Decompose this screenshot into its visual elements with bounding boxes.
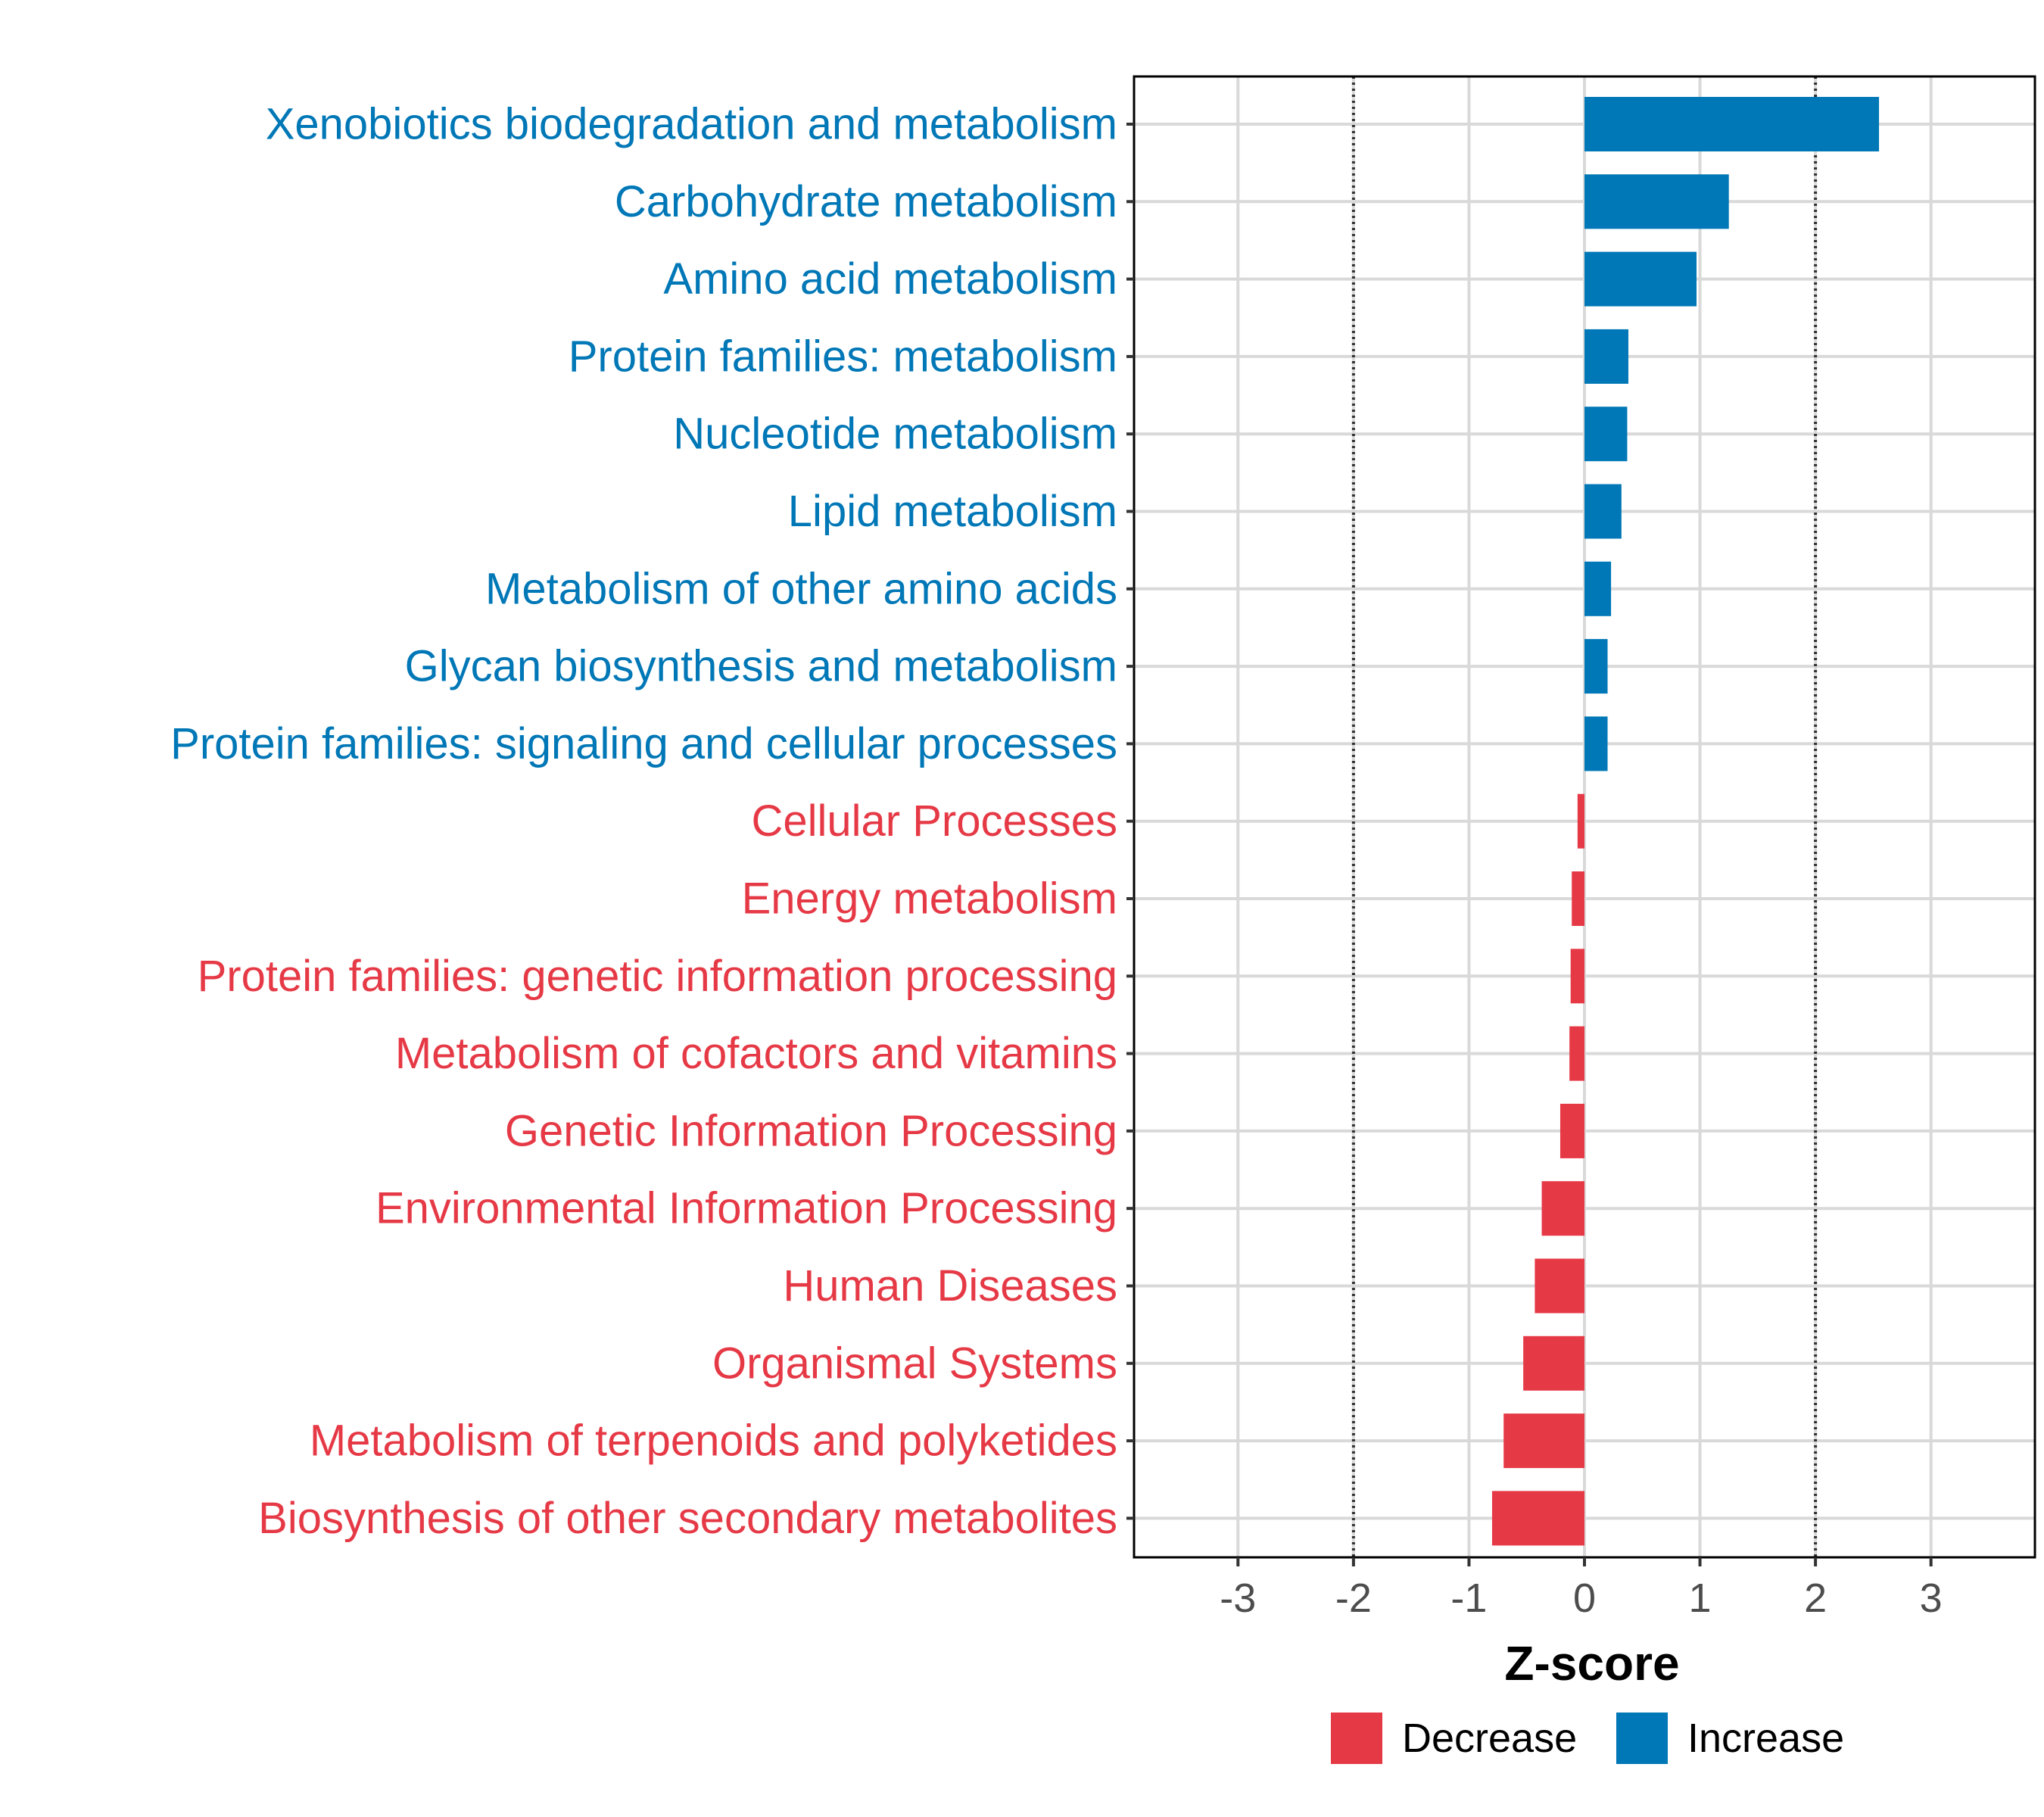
y-tick-label: Amino acid metabolism bbox=[663, 254, 1117, 304]
x-tick-label: 0 bbox=[1573, 1575, 1596, 1621]
bar bbox=[1572, 871, 1584, 926]
y-tick-label: Human Diseases bbox=[783, 1261, 1117, 1311]
x-tick-label: 3 bbox=[1920, 1575, 1943, 1621]
legend-label: Decrease bbox=[1402, 1716, 1577, 1761]
bar bbox=[1584, 639, 1608, 694]
bar bbox=[1491, 1491, 1584, 1546]
bar bbox=[1584, 174, 1729, 229]
y-tick-label: Xenobiotics biodegradation and metabolis… bbox=[266, 100, 1117, 149]
y-tick-label: Genetic Information Processing bbox=[505, 1106, 1117, 1155]
x-tick-label: -1 bbox=[1450, 1575, 1487, 1621]
bar bbox=[1584, 329, 1628, 384]
y-tick-label: Energy metabolism bbox=[742, 874, 1117, 924]
y-tick-label: Nucleotide metabolism bbox=[673, 410, 1117, 459]
bar bbox=[1503, 1413, 1584, 1469]
y-tick-label: Metabolism of cofactors and vitamins bbox=[395, 1029, 1117, 1078]
bar bbox=[1577, 793, 1584, 849]
x-tick-label: -2 bbox=[1335, 1575, 1372, 1621]
legend-key-increase bbox=[1616, 1713, 1668, 1764]
bar bbox=[1559, 1103, 1584, 1158]
y-tick-label: Organismal Systems bbox=[712, 1339, 1117, 1388]
x-tick-label: 2 bbox=[1804, 1575, 1827, 1621]
x-axis-ticks: -3 -2 -1 0 1 2 3 bbox=[1220, 1557, 1943, 1621]
bar bbox=[1541, 1181, 1584, 1236]
bar bbox=[1570, 949, 1584, 1004]
bar bbox=[1584, 251, 1697, 307]
reference-lines bbox=[1351, 76, 1818, 1557]
y-axis-ticks bbox=[1126, 123, 1134, 1520]
y-tick-label: Lipid metabolism bbox=[788, 487, 1117, 536]
bar bbox=[1584, 561, 1612, 616]
y-tick-label: Glycan biosynthesis and metabolism bbox=[405, 642, 1117, 691]
y-tick-label: Protein families: metabolism bbox=[569, 332, 1117, 381]
legend: Decrease Increase bbox=[1331, 1713, 1844, 1764]
legend-label: Increase bbox=[1687, 1716, 1844, 1761]
bar bbox=[1584, 716, 1608, 771]
bars bbox=[1491, 97, 1880, 1546]
bar bbox=[1584, 484, 1622, 539]
x-axis-title: Z-score bbox=[1504, 1636, 1679, 1691]
y-tick-label: Environmental Information Processing bbox=[375, 1184, 1117, 1233]
y-axis-labels: Xenobiotics biodegradation and metabolis… bbox=[170, 100, 1117, 1543]
y-tick-label: Biosynthesis of other secondary metaboli… bbox=[258, 1494, 1117, 1543]
y-tick-label: Metabolism of terpenoids and polyketides bbox=[310, 1417, 1117, 1466]
bar bbox=[1523, 1335, 1584, 1391]
y-tick-label: Protein families: genetic information pr… bbox=[198, 952, 1117, 1001]
bar bbox=[1584, 97, 1880, 151]
bar bbox=[1535, 1258, 1584, 1314]
bar bbox=[1569, 1026, 1584, 1081]
bar bbox=[1584, 407, 1628, 462]
x-tick-label: 1 bbox=[1689, 1575, 1712, 1621]
legend-key-decrease bbox=[1331, 1713, 1382, 1764]
y-tick-label: Protein families: signaling and cellular… bbox=[170, 719, 1117, 768]
y-tick-label: Carbohydrate metabolism bbox=[615, 177, 1117, 226]
y-tick-label: Metabolism of other amino acids bbox=[485, 564, 1117, 613]
y-tick-label: Cellular Processes bbox=[751, 796, 1117, 846]
x-tick-label: -3 bbox=[1220, 1575, 1256, 1621]
